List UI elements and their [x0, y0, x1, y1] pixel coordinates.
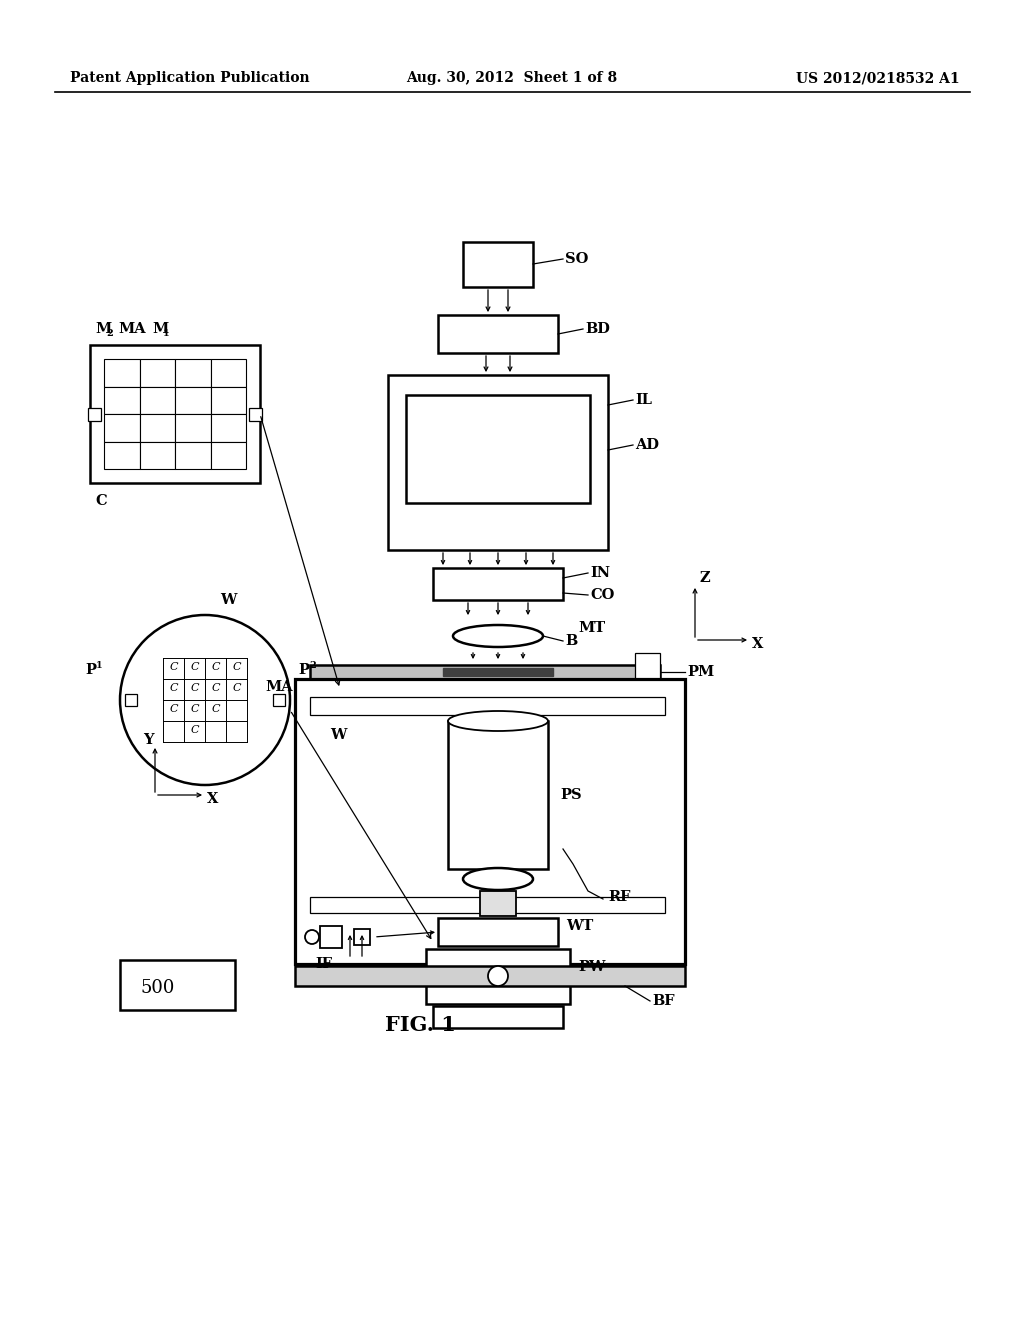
Bar [295, 678, 685, 964]
Bar [175, 387, 211, 414]
Text: PM: PM [687, 665, 715, 678]
Text: W: W [330, 729, 346, 742]
Text: IL: IL [635, 393, 652, 407]
Text: 500: 500 [140, 979, 174, 997]
Bar [139, 441, 175, 469]
Text: X: X [752, 638, 763, 651]
Text: Y: Y [143, 733, 154, 747]
Bar [438, 917, 558, 946]
Bar [443, 668, 553, 676]
Text: PW: PW [578, 960, 605, 974]
Bar [175, 359, 211, 387]
Text: MA: MA [118, 322, 145, 337]
Bar [449, 721, 548, 869]
Bar [139, 414, 175, 441]
Bar [635, 653, 660, 678]
Text: IN: IN [590, 566, 610, 579]
Bar [175, 441, 211, 469]
Text: C: C [212, 663, 220, 672]
Text: C: C [232, 663, 242, 672]
Text: M: M [152, 322, 168, 337]
Text: WT: WT [566, 919, 593, 933]
Bar [433, 568, 563, 601]
Bar [319, 927, 342, 948]
Text: C: C [95, 494, 106, 508]
Circle shape [305, 931, 319, 944]
Bar [249, 408, 262, 421]
Text: C: C [170, 704, 178, 714]
Text: W: W [220, 593, 237, 607]
Bar [90, 345, 260, 483]
Text: FIG. 1: FIG. 1 [385, 1015, 456, 1035]
Text: SO: SO [565, 252, 589, 267]
Text: C: C [232, 682, 242, 693]
Text: X: X [207, 792, 218, 807]
Bar [438, 315, 558, 352]
Text: IF: IF [315, 957, 332, 972]
Bar [139, 359, 175, 387]
Text: AD: AD [635, 438, 659, 451]
Text: BF: BF [652, 994, 675, 1008]
Text: 1: 1 [163, 329, 170, 338]
Text: MT: MT [578, 620, 605, 635]
Bar [211, 359, 246, 387]
Circle shape [488, 966, 508, 986]
Bar [295, 966, 685, 986]
Text: Z: Z [700, 572, 711, 585]
Bar [211, 414, 246, 441]
Bar [211, 387, 246, 414]
Circle shape [120, 615, 290, 785]
Bar [480, 891, 516, 916]
Bar [88, 408, 101, 421]
Bar [211, 441, 246, 469]
Text: C: C [190, 682, 200, 693]
Bar [104, 441, 139, 469]
Bar [433, 1006, 563, 1028]
Text: M: M [95, 322, 112, 337]
Bar [310, 898, 665, 913]
Text: CO: CO [590, 587, 614, 602]
Text: US 2012/0218532 A1: US 2012/0218532 A1 [797, 71, 961, 84]
Text: Aug. 30, 2012  Sheet 1 of 8: Aug. 30, 2012 Sheet 1 of 8 [407, 71, 617, 84]
Bar [426, 949, 570, 1005]
Text: P: P [85, 663, 96, 677]
Bar [175, 414, 211, 441]
Text: C: C [190, 663, 200, 672]
Bar [139, 387, 175, 414]
Bar [310, 697, 665, 715]
Ellipse shape [463, 869, 534, 890]
Text: BD: BD [585, 322, 610, 337]
Text: Patent Application Publication: Patent Application Publication [70, 71, 309, 84]
Text: P: P [298, 663, 309, 677]
Bar [104, 387, 139, 414]
Bar [463, 242, 534, 286]
Bar [104, 359, 139, 387]
Text: B: B [565, 634, 578, 648]
Bar [125, 694, 137, 706]
Text: C: C [190, 704, 200, 714]
Text: C: C [212, 704, 220, 714]
Text: C: C [190, 725, 200, 735]
Text: C: C [212, 682, 220, 693]
Text: PS: PS [560, 788, 582, 803]
Text: 1: 1 [96, 661, 102, 671]
Text: MA: MA [265, 680, 293, 694]
Ellipse shape [453, 624, 543, 647]
Text: 2: 2 [106, 329, 113, 338]
Bar [273, 694, 285, 706]
Text: RF: RF [608, 890, 631, 904]
Text: 2: 2 [309, 661, 315, 671]
Text: C: C [170, 663, 178, 672]
Bar [388, 375, 608, 550]
Bar [104, 414, 139, 441]
Bar [406, 395, 590, 503]
Text: C: C [170, 682, 178, 693]
Ellipse shape [449, 711, 548, 731]
Bar [120, 960, 234, 1010]
Bar [310, 665, 660, 678]
